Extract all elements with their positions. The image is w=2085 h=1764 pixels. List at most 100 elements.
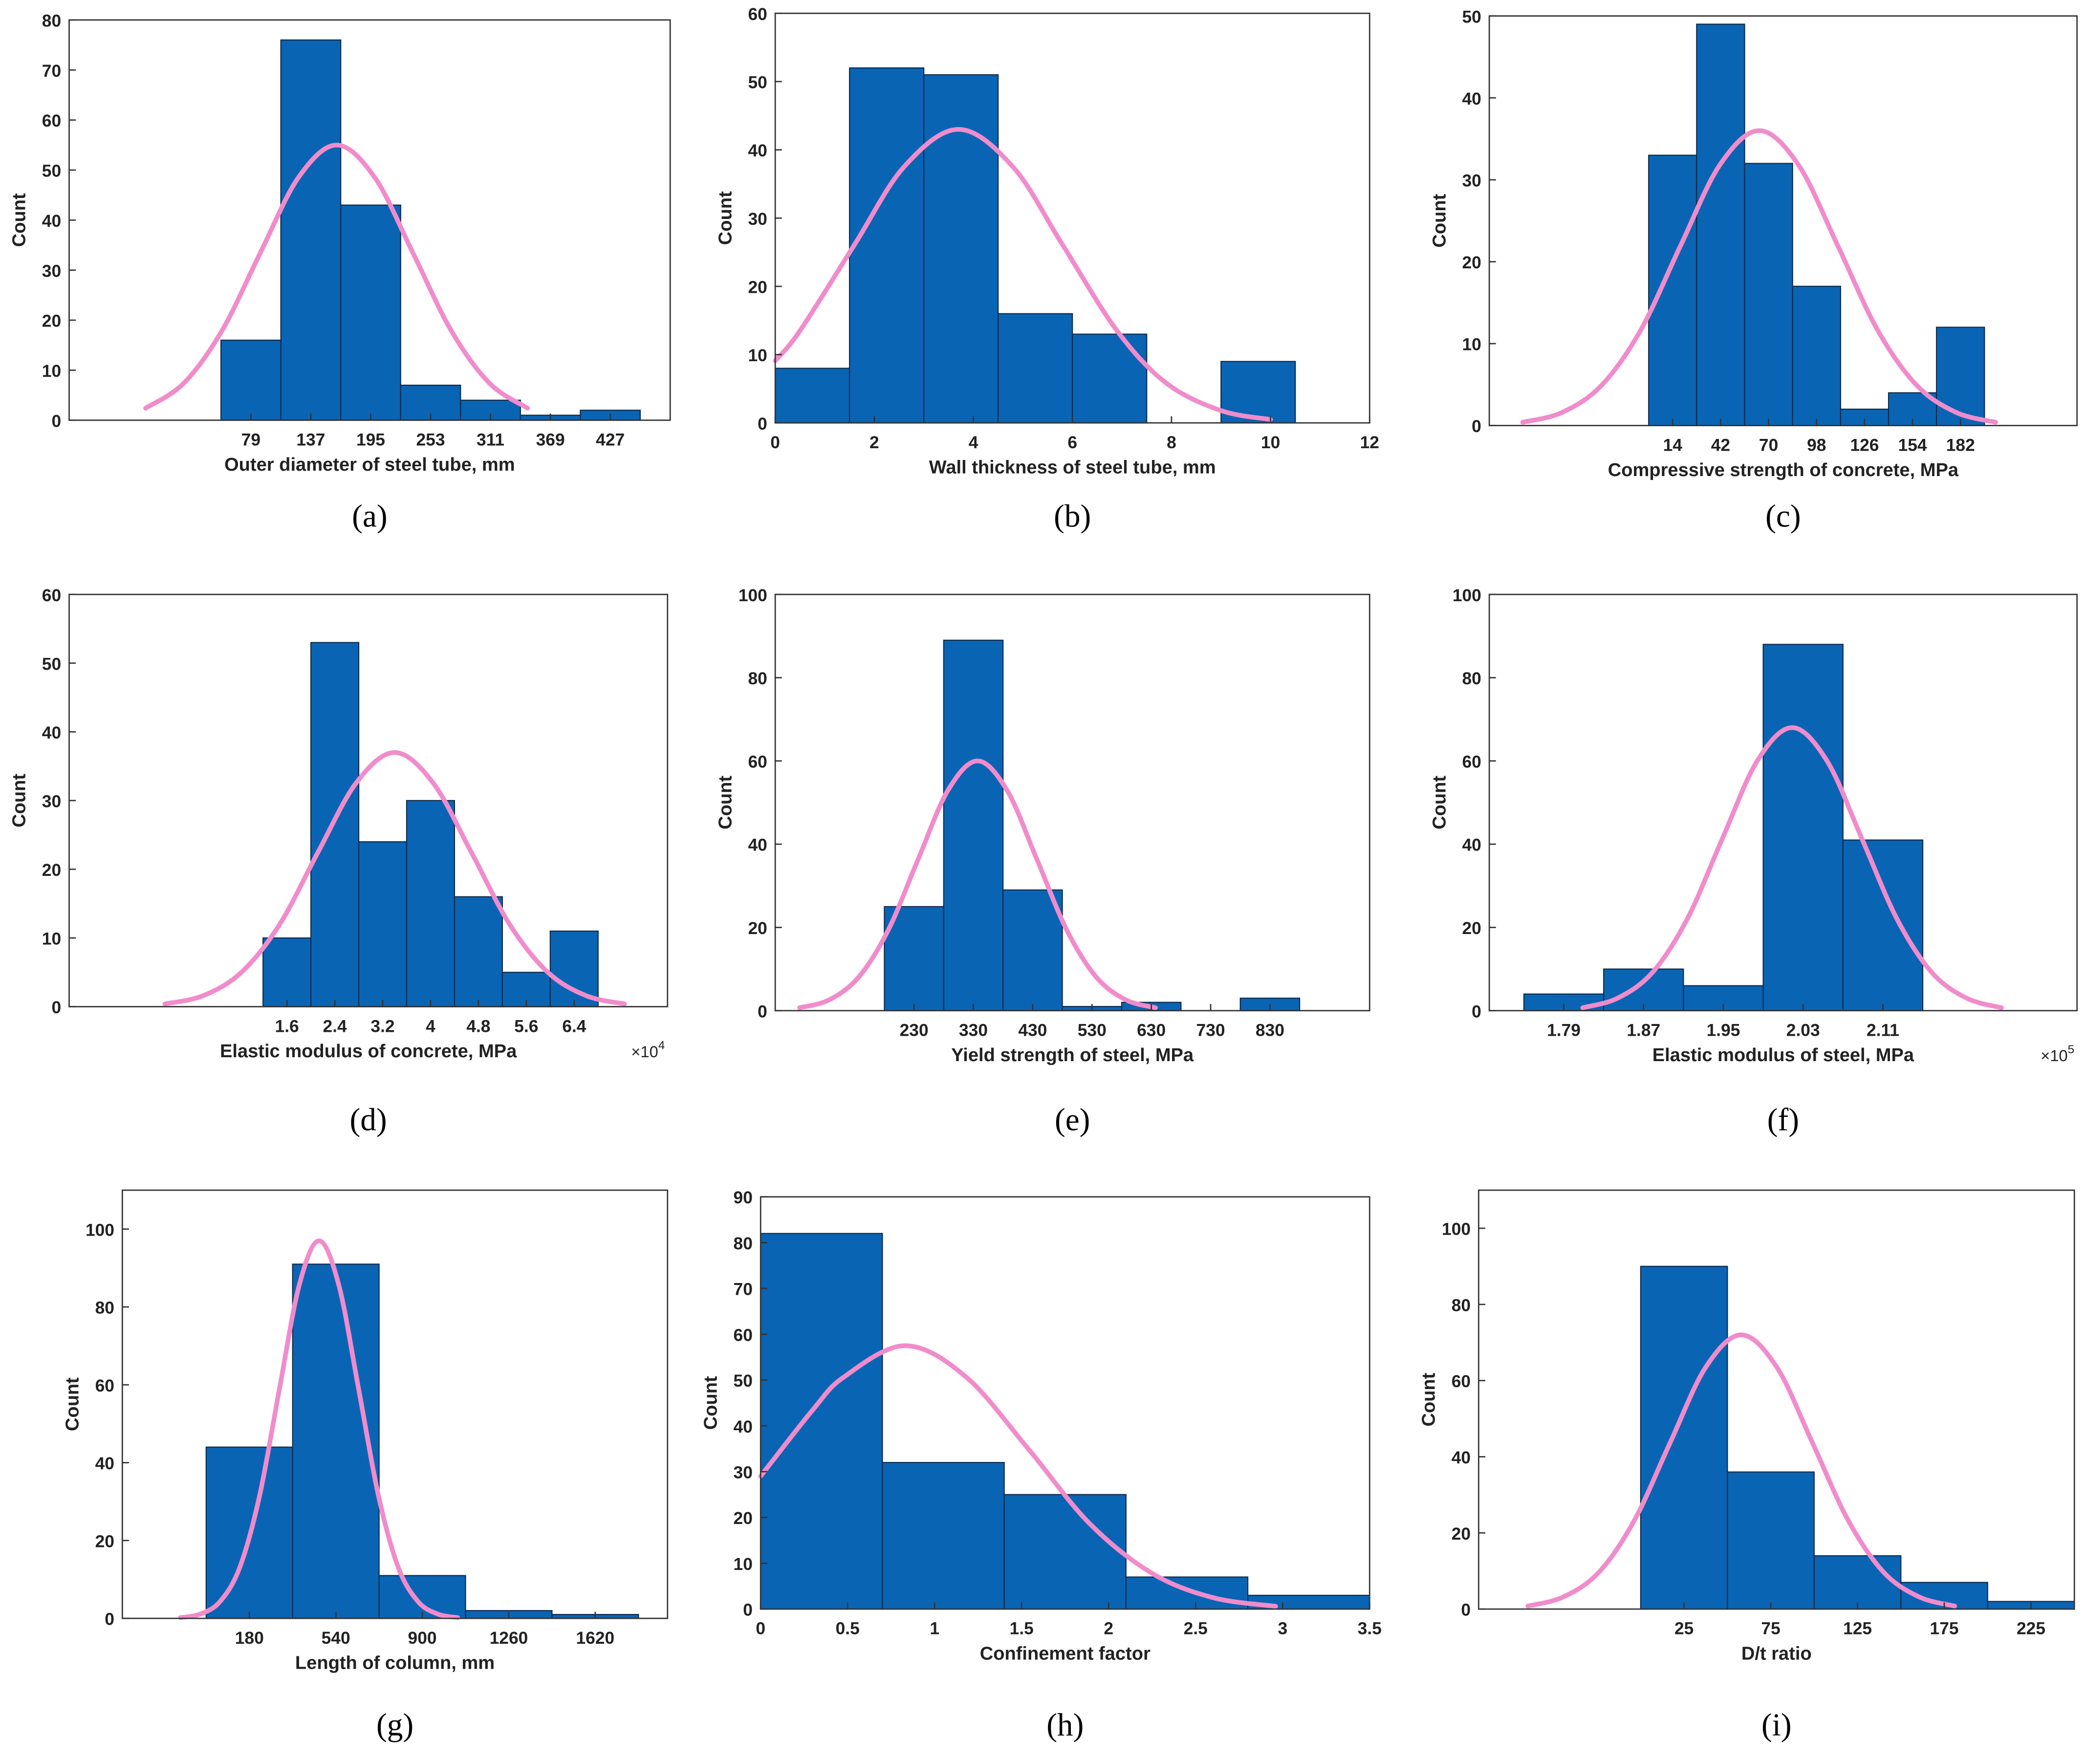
x-multiplier-exponent: 5 <box>2068 1043 2075 1056</box>
x-multiplier: ×104 <box>631 1039 665 1061</box>
y-axis-label: Count <box>1429 194 1450 247</box>
y-tick-label: 20 <box>748 919 767 938</box>
x-tick-label: 730 <box>1196 1021 1225 1040</box>
fit-curve <box>1580 725 2004 1010</box>
y-tick-label: 40 <box>42 212 61 231</box>
bar <box>882 1462 1005 1610</box>
x-tick-label: 630 <box>1137 1021 1166 1040</box>
bar <box>1003 1494 1127 1610</box>
bar <box>884 906 944 1011</box>
y-tick-label: 0 <box>1472 1002 1481 1021</box>
panel: 0 10 20 30 40 50 60 70 80 90 0 0.5 1 1.5 2 2.5 3 3.5 Confi… <box>700 1188 1381 1742</box>
x-tick-label: 175 <box>1930 1619 1959 1638</box>
x-tick-label: 79 <box>241 430 261 449</box>
bar <box>943 639 1004 1011</box>
axes-frame <box>1488 593 2078 1012</box>
y-tick-label: 30 <box>1462 171 1481 190</box>
y-tick-label: 60 <box>42 111 61 131</box>
y-axis-label: Count <box>700 1376 721 1430</box>
y-tick-label: 80 <box>1462 669 1481 688</box>
bar <box>923 74 999 424</box>
x-axis-label: Confinement factor <box>980 1643 1151 1664</box>
x-multiplier-exponent: 4 <box>658 1039 665 1052</box>
y-tick-label: 0 <box>758 414 767 434</box>
y-tick-label: 80 <box>734 1234 753 1253</box>
y-tick-label: 0 <box>105 1610 114 1629</box>
panel-caption: (f) <box>1767 1103 1799 1138</box>
y-tick-label: 40 <box>95 1454 114 1473</box>
x-tick-label: 42 <box>1711 436 1730 455</box>
panel: 0 20 40 60 80 100 1.79 1.87 1.95 2.03 2.11 Elastic … <box>1429 586 2078 1138</box>
panel-caption: (e) <box>1055 1103 1090 1138</box>
y-tick-label: 70 <box>42 62 61 81</box>
bar <box>1002 889 1063 1011</box>
x-tick-label: 180 <box>235 1629 264 1648</box>
x-axis-label: Outer diameter of steel tube, mm <box>224 455 515 475</box>
plot-area <box>775 594 1370 1011</box>
axes-frame <box>1478 1189 2075 1610</box>
x-axis-label: Length of column, mm <box>295 1653 495 1673</box>
y-tick-label: 10 <box>1462 335 1481 354</box>
bar <box>849 67 925 424</box>
y-tick-label: 10 <box>42 930 61 949</box>
bar <box>406 800 456 1007</box>
bar <box>280 39 342 421</box>
x-tick-label: 830 <box>1256 1021 1284 1040</box>
x-tick-label: 0 <box>756 1619 765 1638</box>
bar <box>340 204 401 421</box>
x-tick-label: 430 <box>1018 1021 1047 1040</box>
y-axis-label: Count <box>1429 776 1450 829</box>
panel-caption: (c) <box>1765 499 1801 534</box>
y-tick-label: 50 <box>1462 7 1481 26</box>
y-tick-label: 0 <box>51 998 61 1017</box>
fit-curve <box>1520 128 1998 425</box>
y-tick-label: 20 <box>1452 1524 1471 1544</box>
x-tick-label: 126 <box>1850 436 1879 455</box>
x-tick-label: 2.03 <box>1786 1021 1820 1040</box>
y-tick-label: 40 <box>42 723 61 742</box>
y-tick-label: 80 <box>42 11 61 30</box>
x-tick-label: 3.2 <box>370 1017 394 1036</box>
y-tick-label: 100 <box>738 586 767 605</box>
y-tick-label: 40 <box>748 141 767 160</box>
bar <box>1683 985 1764 1011</box>
panel-caption: (d) <box>350 1103 387 1138</box>
y-tick-label: 100 <box>1453 586 1481 605</box>
axes-frame <box>774 593 1370 1012</box>
x-tick-label: 427 <box>596 430 625 449</box>
x-tick-label: 4.8 <box>466 1017 490 1036</box>
panel: 0 20 40 60 80 100 230 330 430 530 630 730 830 Yield s… <box>715 586 1370 1138</box>
x-tick-label: 540 <box>322 1629 350 1648</box>
y-tick-label: 10 <box>734 1555 753 1574</box>
panel: 0 10 20 30 40 50 14 42 70 98 126 154 182 Compressive … <box>1429 7 2078 534</box>
x-tick-label: 182 <box>1946 436 1975 455</box>
bar <box>1125 1576 1249 1610</box>
fit-curve <box>797 759 1158 1010</box>
x-tick-label: 25 <box>1674 1619 1694 1638</box>
x-tick-label: 2 <box>1104 1619 1113 1638</box>
bar <box>1936 327 1985 426</box>
x-axis-label: D/t ratio <box>1741 1643 1812 1664</box>
y-tick-label: 20 <box>734 1509 753 1528</box>
panel-caption: (h) <box>1046 1707 1084 1742</box>
x-tick-label: 4 <box>969 433 978 452</box>
axes-frame <box>1488 15 2078 426</box>
y-axis-label: Count <box>715 776 736 829</box>
y-tick-label: 0 <box>743 1601 753 1620</box>
y-tick-label: 30 <box>42 792 61 811</box>
bar <box>454 896 503 1007</box>
y-tick-label: 40 <box>734 1417 753 1437</box>
fit-curve <box>178 1238 460 1620</box>
x-axis-label: Elastic modulus of steel, MPa <box>1652 1045 1914 1066</box>
y-tick-label: 50 <box>42 162 61 181</box>
x-tick-label: 1620 <box>576 1629 615 1648</box>
x-multiplier-base: ×10 <box>2041 1046 2067 1065</box>
x-tick-label: 1260 <box>490 1629 528 1648</box>
x-tick-label: 1.87 <box>1627 1021 1660 1040</box>
x-tick-label: 2.4 <box>323 1017 347 1036</box>
panel-caption: (b) <box>1054 499 1091 534</box>
axes-frame <box>121 1189 669 1619</box>
y-tick-label: 60 <box>734 1326 753 1345</box>
x-tick-label: 330 <box>959 1021 988 1040</box>
